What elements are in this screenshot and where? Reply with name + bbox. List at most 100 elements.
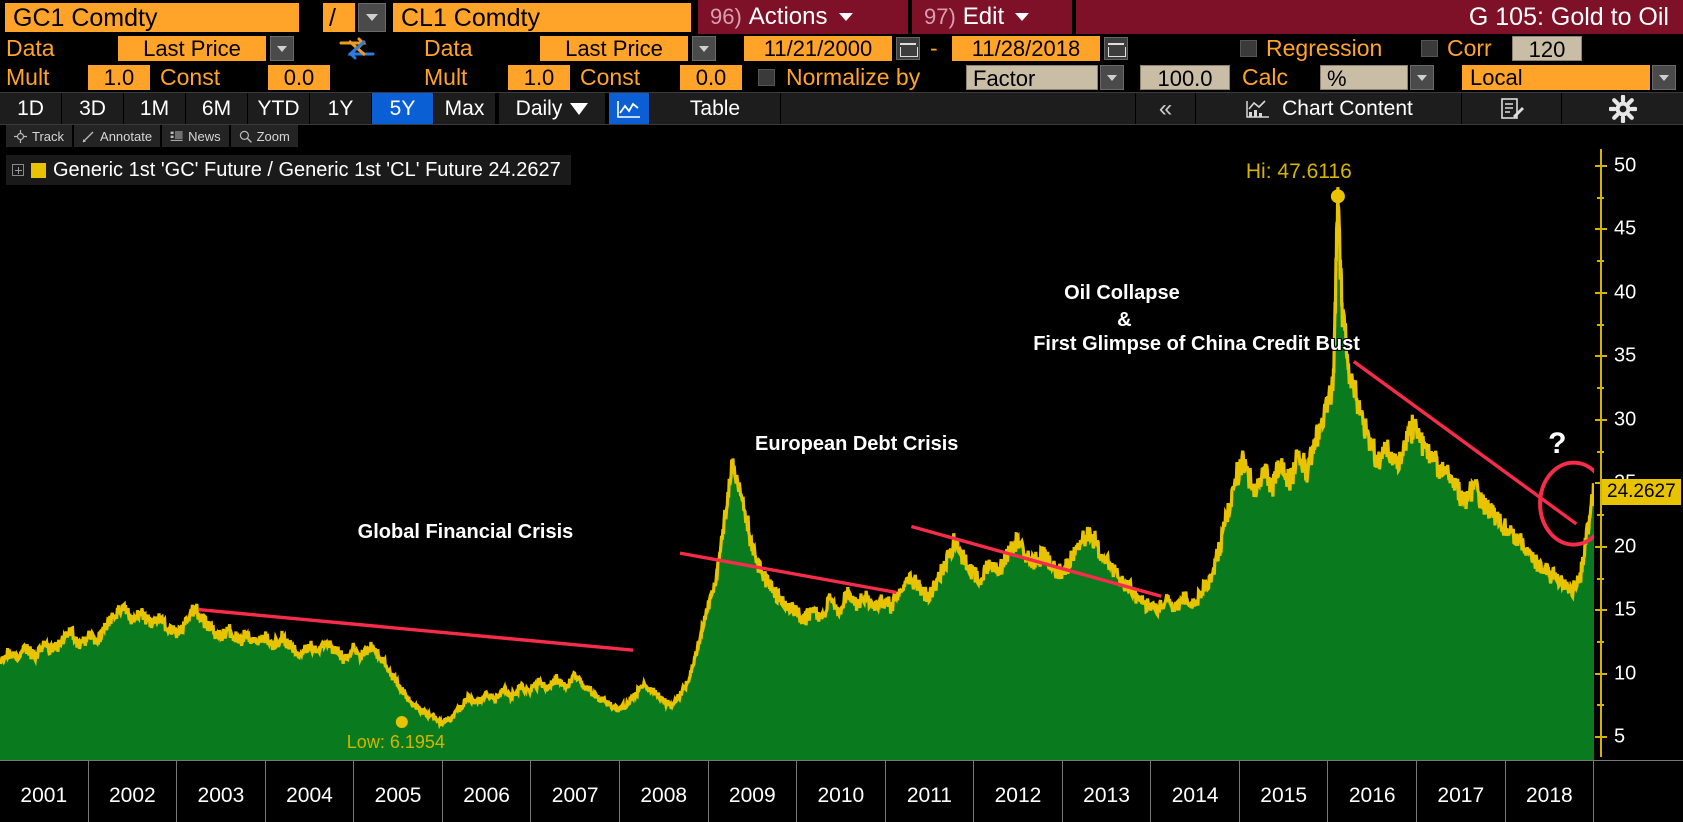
- y-tick-mark: [1595, 355, 1607, 358]
- annotate-label: Annotate: [100, 128, 153, 144]
- y-tick-mark: [1595, 482, 1607, 485]
- chevron-down-icon: [838, 13, 853, 21]
- operator-dropdown-button[interactable]: [358, 3, 386, 32]
- normalize-label: Normalize by: [786, 64, 921, 90]
- period-1d-button[interactable]: 1D: [0, 93, 62, 124]
- y-tick-mark: [1595, 672, 1607, 675]
- edit-number: 97): [924, 4, 956, 29]
- x-tick-label: 2011: [886, 761, 975, 822]
- data-options-row: Data Last Price Data Last Price 11/21/20…: [0, 34, 1683, 63]
- chart-view-button[interactable]: [606, 93, 650, 124]
- period-5y-button[interactable]: 5Y: [372, 93, 434, 124]
- x-tick-label: 2018: [1506, 761, 1595, 822]
- page-title: G 105: Gold to Oil: [1076, 0, 1683, 34]
- highlight-circle: [1538, 460, 1594, 547]
- period-3d-button[interactable]: 3D: [62, 93, 124, 124]
- chevron-down-icon: [1417, 74, 1427, 81]
- high-value-label: Hi: 47.6116: [1245, 160, 1352, 184]
- pencil-icon: [82, 131, 94, 142]
- expand-legend-icon[interactable]: [12, 164, 24, 176]
- normalize-by-input[interactable]: Factor: [966, 65, 1098, 91]
- collapse-panel-button[interactable]: «: [1135, 93, 1195, 124]
- mult-value-left-input[interactable]: 1.0: [88, 65, 150, 90]
- settings-button[interactable]: [1561, 93, 1683, 124]
- data-value-left-input[interactable]: Last Price: [118, 36, 266, 61]
- mult-label-left: Mult: [6, 64, 50, 90]
- frequency-dropdown[interactable]: Daily: [496, 93, 606, 124]
- y-tick-mark: [1595, 736, 1607, 739]
- period-max-button[interactable]: Max: [434, 93, 496, 124]
- normalize-checkbox[interactable]: [758, 69, 775, 86]
- regression-checkbox[interactable]: [1240, 40, 1257, 57]
- const-value-left-input[interactable]: 0.0: [268, 65, 330, 90]
- period-toolbar: 1D 3D 1M 6M YTD 1Y 5Y Max Daily Table «: [0, 92, 1683, 125]
- zoom-tool-button[interactable]: Zoom: [230, 125, 298, 147]
- calc-value-input[interactable]: %: [1320, 65, 1408, 91]
- period-1m-button[interactable]: 1M: [124, 93, 186, 124]
- x-tick-label: 2007: [531, 761, 620, 822]
- mult-value-right-input[interactable]: 1.0: [508, 65, 570, 90]
- x-tick-label: 2008: [620, 761, 709, 822]
- annotate-tool-button[interactable]: Annotate: [74, 125, 161, 147]
- const-value-right-input[interactable]: 0.0: [680, 65, 742, 90]
- period-ytd-button[interactable]: YTD: [248, 93, 310, 124]
- chart-legend[interactable]: Generic 1st 'GC' Future / Generic 1st 'C…: [6, 155, 571, 185]
- chart-annotation: First Glimpse of China Credit Bust: [1033, 332, 1360, 355]
- y-tick-label: 40: [1614, 281, 1637, 304]
- x-tick-label: 2001: [0, 761, 89, 822]
- chart-annotation: Oil Collapse: [1064, 282, 1180, 305]
- period-1y-button[interactable]: 1Y: [310, 93, 372, 124]
- operator-input[interactable]: /: [322, 2, 356, 33]
- y-tick-mark: [1595, 291, 1607, 294]
- actions-number: 96): [710, 4, 742, 29]
- security-title-bar: GC1 Comdty / CL1 Comdty 96) Actions 97) …: [0, 0, 1683, 34]
- last-price-tag: 24.2627: [1602, 478, 1681, 505]
- period-6m-button[interactable]: 6M: [186, 93, 248, 124]
- y-tick-mark: [1595, 228, 1607, 231]
- y-tick-label: 10: [1614, 662, 1637, 685]
- edit-menu-button[interactable]: 97) Edit: [912, 0, 1072, 34]
- security-left-input[interactable]: GC1 Comdty: [4, 2, 300, 33]
- trendline-2008-2011-resistance: [679, 551, 897, 595]
- frequency-label: Daily: [515, 96, 563, 120]
- y-tick-mark-minor: [1597, 450, 1604, 453]
- calc-dropdown-button[interactable]: [1410, 65, 1434, 90]
- annotate-edit-button[interactable]: [1461, 93, 1561, 124]
- corr-period-input[interactable]: 120: [1512, 36, 1582, 62]
- news-label: News: [188, 128, 221, 144]
- price-line: [0, 187, 1594, 730]
- chevron-down-icon: [277, 45, 287, 52]
- chart-plot[interactable]: [0, 147, 1594, 760]
- chevron-down-icon: [699, 45, 709, 52]
- x-tick-label: 2005: [354, 761, 443, 822]
- trendline-2003-2008-support: [198, 607, 634, 652]
- end-date-calendar-icon[interactable]: [1104, 37, 1128, 60]
- data-value-right-input[interactable]: Last Price: [540, 36, 688, 61]
- swap-series-icon[interactable]: [337, 35, 377, 62]
- end-date-input[interactable]: 11/28/2018: [952, 36, 1100, 61]
- data-left-dropdown-button[interactable]: [270, 36, 294, 61]
- normalize-factor-input[interactable]: 100.0: [1140, 65, 1230, 91]
- actions-menu-button[interactable]: 96) Actions: [698, 0, 908, 34]
- news-tool-button[interactable]: News: [162, 125, 229, 147]
- chart-annotation: &: [1117, 308, 1132, 331]
- chart-annotation: European Debt Crisis: [755, 433, 959, 456]
- data-right-dropdown-button[interactable]: [692, 36, 716, 61]
- chart-content-button[interactable]: Chart Content: [1195, 93, 1461, 124]
- corr-checkbox[interactable]: [1421, 40, 1438, 57]
- currency-input[interactable]: Local: [1462, 65, 1650, 90]
- y-tick-label: 35: [1614, 344, 1637, 367]
- start-date-input[interactable]: 11/21/2000: [744, 36, 892, 61]
- currency-dropdown-button[interactable]: [1652, 65, 1676, 90]
- corr-label: Corr: [1447, 35, 1492, 61]
- security-right-input[interactable]: CL1 Comdty: [392, 2, 692, 33]
- start-date-calendar-icon[interactable]: [896, 37, 920, 60]
- normalize-dropdown-button[interactable]: [1100, 65, 1124, 90]
- chevron-down-icon: [1107, 74, 1117, 81]
- track-tool-button[interactable]: Track: [6, 125, 73, 147]
- chart-svg: [0, 187, 1594, 760]
- x-tick-label: 2004: [266, 761, 355, 822]
- y-tick-mark-minor: [1597, 196, 1604, 199]
- table-view-button[interactable]: Table: [650, 93, 780, 124]
- calc-label: Calc: [1242, 64, 1289, 90]
